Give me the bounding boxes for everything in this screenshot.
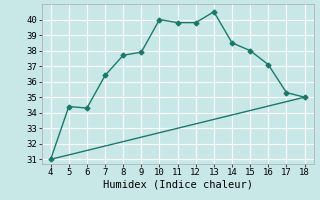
X-axis label: Humidex (Indice chaleur): Humidex (Indice chaleur)	[103, 180, 252, 190]
